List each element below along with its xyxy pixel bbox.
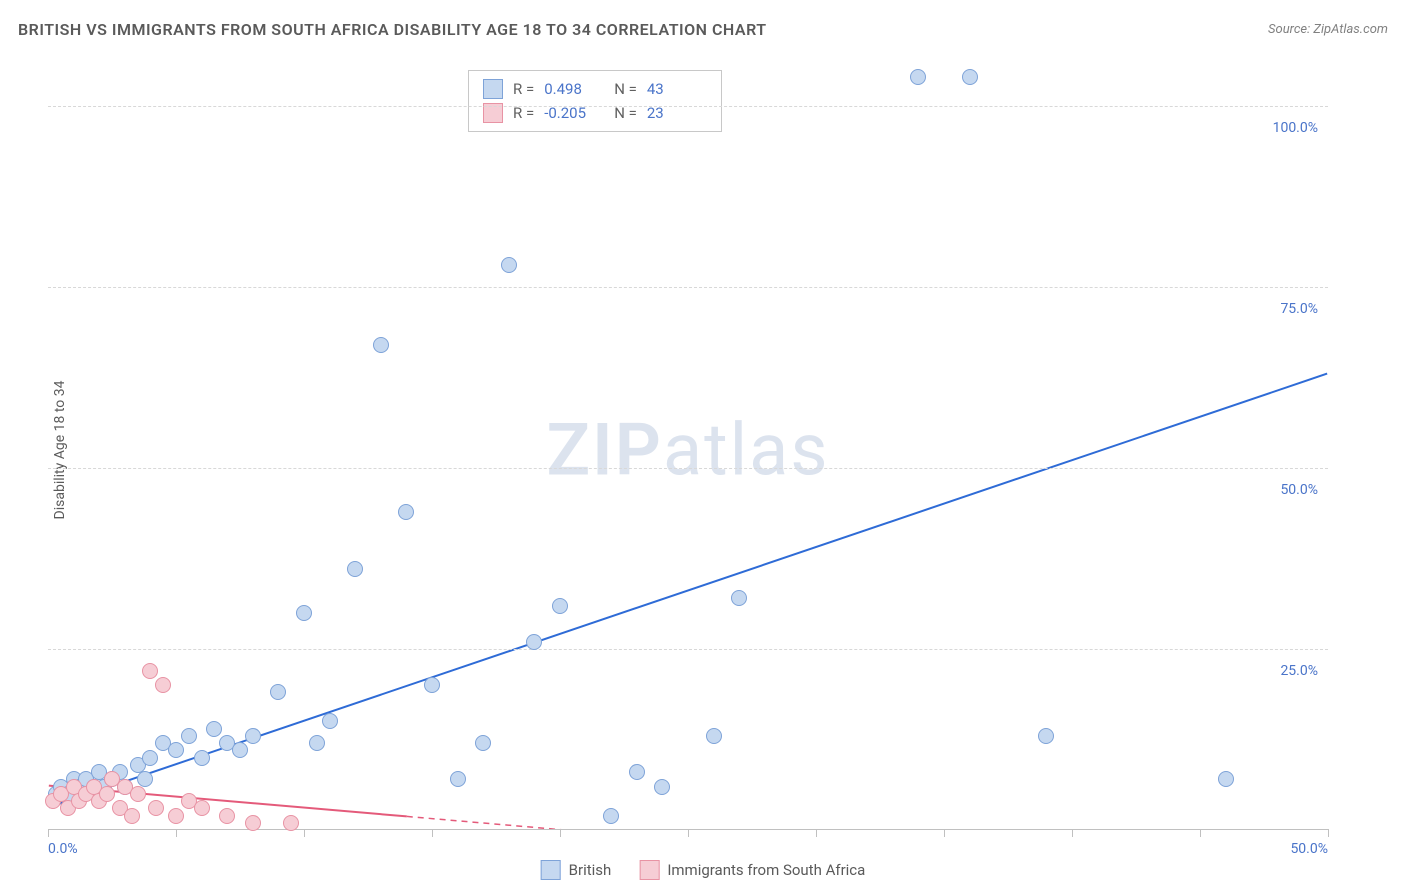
data-point — [283, 815, 299, 831]
y-tick-label: 25.0% — [1280, 663, 1318, 679]
data-point — [270, 684, 286, 700]
data-point — [148, 800, 164, 816]
data-point — [373, 337, 389, 353]
data-point — [475, 735, 491, 751]
x-tick-label: 50.0% — [1290, 841, 1328, 857]
y-tick-label: 100.0% — [1273, 120, 1318, 136]
data-point — [1038, 728, 1054, 744]
x-tick — [48, 829, 49, 837]
data-point — [654, 779, 670, 795]
data-point — [296, 605, 312, 621]
data-point — [347, 561, 363, 577]
data-point — [322, 713, 338, 729]
legend-swatch — [541, 860, 561, 880]
data-point — [552, 598, 568, 614]
x-tick — [944, 829, 945, 837]
gridline — [48, 468, 1328, 469]
r-value: 0.498 — [544, 80, 604, 98]
data-point — [706, 728, 722, 744]
plot-area: Disability Age 18 to 34 ZIPatlas R = 0.49… — [48, 70, 1328, 830]
data-point — [194, 800, 210, 816]
n-label: N = — [614, 80, 637, 98]
data-point — [603, 808, 619, 824]
x-tick — [688, 829, 689, 837]
gridline — [48, 106, 1328, 107]
legend-swatch — [483, 79, 503, 99]
correlation-row: R = 0.498 N = 43 — [483, 77, 707, 101]
source-label: Source: ZipAtlas.com — [1268, 22, 1388, 37]
data-point — [181, 728, 197, 744]
data-point — [155, 677, 171, 693]
data-point — [137, 771, 153, 787]
chart-title: BRITISH VS IMMIGRANTS FROM SOUTH AFRICA … — [18, 20, 767, 39]
data-point — [309, 735, 325, 751]
data-point — [168, 808, 184, 824]
chart-header: BRITISH VS IMMIGRANTS FROM SOUTH AFRICA … — [18, 20, 1388, 39]
y-tick-label: 50.0% — [1280, 482, 1318, 498]
data-point — [130, 786, 146, 802]
data-point — [501, 257, 517, 273]
legend-item: British — [541, 860, 612, 880]
data-point — [245, 728, 261, 744]
x-tick — [304, 829, 305, 837]
data-point — [194, 750, 210, 766]
watermark: ZIPatlas — [546, 407, 829, 492]
x-tick — [816, 829, 817, 837]
gridline — [48, 649, 1328, 650]
x-tick — [176, 829, 177, 837]
data-point — [245, 815, 261, 831]
data-point — [910, 69, 926, 85]
data-point — [99, 786, 115, 802]
series-legend: British Immigrants from South Africa — [541, 860, 866, 880]
data-point — [219, 808, 235, 824]
data-point — [731, 590, 747, 606]
data-point — [424, 677, 440, 693]
legend-item: Immigrants from South Africa — [639, 860, 865, 880]
r-label: R = — [513, 80, 534, 98]
legend-swatch — [639, 860, 659, 880]
data-point — [168, 742, 184, 758]
data-point — [398, 504, 414, 520]
x-tick-label: 0.0% — [48, 841, 78, 857]
x-tick — [1328, 829, 1329, 837]
n-value: 43 — [647, 80, 707, 98]
gridline — [48, 287, 1328, 288]
x-tick — [560, 829, 561, 837]
x-tick — [1072, 829, 1073, 837]
legend-label: British — [569, 861, 612, 879]
data-point — [232, 742, 248, 758]
x-tick — [1200, 829, 1201, 837]
data-point — [1218, 771, 1234, 787]
correlation-row: R =-0.205N =23 — [483, 101, 707, 125]
data-point — [142, 750, 158, 766]
y-tick-label: 75.0% — [1280, 301, 1318, 317]
data-point — [629, 764, 645, 780]
data-point — [206, 721, 222, 737]
correlation-legend: R = 0.498 N = 43 R =-0.205N =23 — [468, 70, 722, 132]
data-point — [450, 771, 466, 787]
data-point — [526, 634, 542, 650]
legend-label: Immigrants from South Africa — [667, 861, 865, 879]
data-point — [124, 808, 140, 824]
y-axis-label: Disability Age 18 to 34 — [52, 380, 68, 519]
trend-lines-layer — [48, 70, 1328, 829]
data-point — [962, 69, 978, 85]
x-tick — [432, 829, 433, 837]
data-point — [142, 663, 158, 679]
